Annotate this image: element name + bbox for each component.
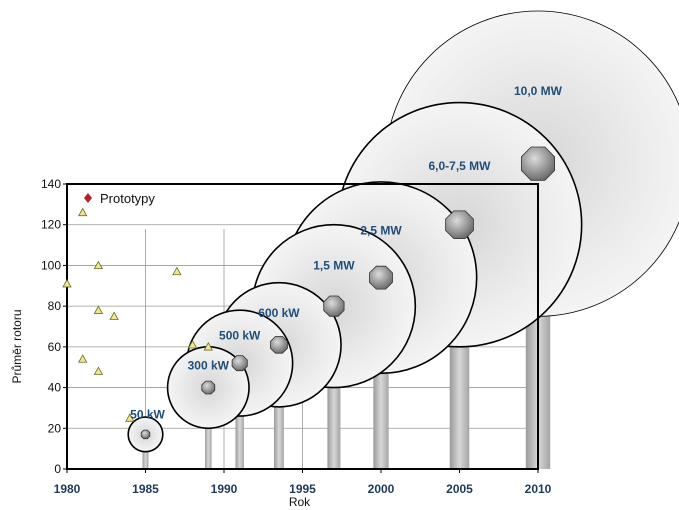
turbine-tower	[142, 444, 149, 469]
prototype-point	[203, 342, 213, 351]
x-tick-label: 1995	[289, 482, 316, 496]
y-tick-label: 120	[41, 218, 61, 232]
prototype-point	[93, 305, 104, 314]
y-tick-label: 60	[48, 340, 62, 354]
turbine-hub	[445, 210, 474, 240]
turbine-label: 1,5 MW	[313, 259, 355, 273]
prototype-point	[125, 413, 135, 422]
turbine-label: 50 kW	[130, 407, 165, 421]
prototype-point	[93, 366, 104, 375]
prototype-point	[109, 311, 119, 320]
turbine-label: 500 kW	[219, 328, 261, 342]
turbine-label: 300 kW	[188, 358, 230, 372]
prototype-layer	[62, 207, 213, 422]
y-tick-label: 80	[48, 299, 62, 313]
turbine-hub	[231, 355, 248, 372]
y-tick-label: 40	[48, 381, 62, 395]
y-axis-title: Průměr rotoru	[10, 309, 24, 383]
x-tick-label: 2000	[368, 482, 395, 496]
label-layer: 50 kW 300 kW 500 kW 600 kW 1,5 MW 2,5 MW 6,0-7…	[130, 84, 563, 421]
prototype-point	[78, 207, 88, 217]
axis-layer: 0 20 40 60 80 100 120 140 1980 1985 1990 1995 2000 20…	[10, 177, 552, 509]
turbine-hub	[140, 429, 151, 440]
prototype-point	[93, 260, 104, 270]
x-tick-label: 1990	[211, 482, 238, 496]
turbine-label: 2,5 MW	[360, 224, 402, 238]
turbine-hub	[521, 146, 555, 181]
turbine-tower	[235, 394, 244, 469]
legend-marker	[84, 193, 92, 203]
bubble-layer	[127, 10, 679, 453]
turbine-hub	[323, 295, 345, 317]
prototype-point	[62, 278, 72, 288]
turbine-tower	[205, 412, 212, 469]
turbine-label: 600 kW	[258, 306, 300, 320]
turbine-label: 6,0-7,5 MW	[428, 159, 491, 173]
turbine-hub	[369, 265, 393, 290]
turbine-label: 10,0 MW	[514, 84, 563, 98]
y-tick-label: 140	[41, 177, 61, 191]
x-axis-title: Rok	[289, 495, 311, 509]
prototype-point	[187, 339, 198, 349]
turbine-tower	[273, 382, 284, 469]
turbine-hub	[270, 335, 288, 354]
legend-label: Prototypy	[100, 191, 155, 206]
x-tick-label: 1985	[132, 482, 159, 496]
prototype-point	[172, 266, 182, 276]
y-tick-label: 100	[41, 258, 61, 272]
y-tick-label: 20	[48, 421, 62, 435]
x-tick-label: 2005	[446, 482, 473, 496]
legend: Prototypy	[84, 191, 155, 206]
x-tick-label: 2010	[525, 482, 552, 496]
x-tick-label: 1980	[54, 482, 81, 496]
y-tick-label: 0	[54, 462, 61, 476]
turbine-hub	[201, 380, 216, 395]
prototype-point	[78, 354, 88, 363]
